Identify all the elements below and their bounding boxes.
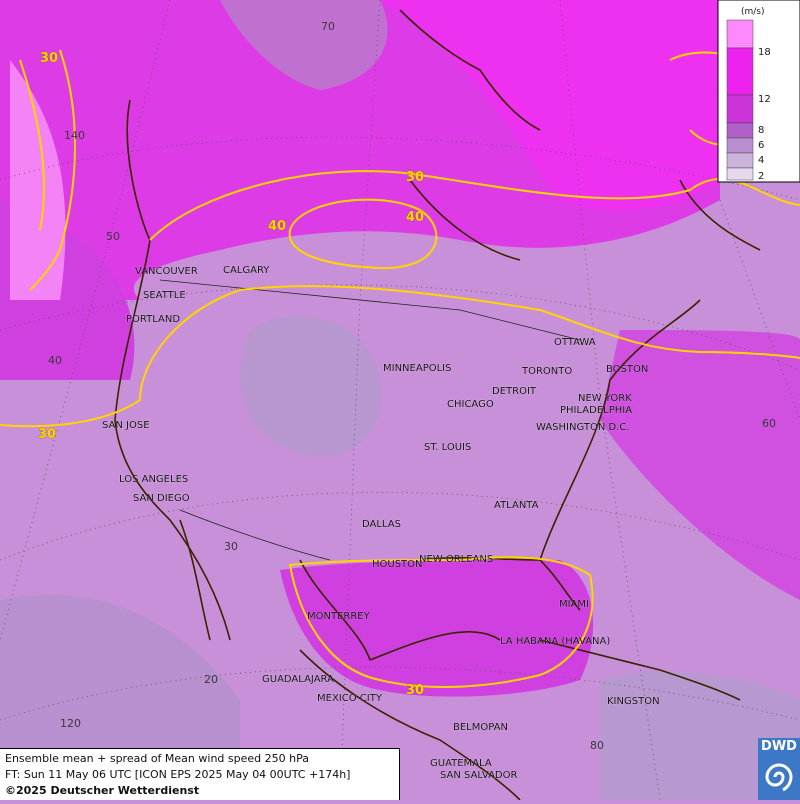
contour-label: 40 [268,219,286,234]
contour-label: 30 [40,51,58,66]
latitude-label: 30 [224,540,238,553]
city-label: LOS ANGELES [119,474,188,485]
city-label: CHICAGO [447,399,494,410]
copyright: ©2025 Deutscher Wetterdienst [5,784,200,797]
spread-area-pacific-high [10,60,66,300]
city-label: MIAMI [559,599,589,610]
city-labels: VANCOUVER CALGARY SEATTLE PORTLAND MINNE… [102,265,660,782]
city-label: GUADALAJARA [262,674,334,685]
legend-swatch [726,47,754,96]
legend-swatches [726,19,754,181]
city-label: BELMOPAN [453,722,508,733]
coastlines [114,9,761,801]
city-label: WASHINGTON D.C. [536,422,630,433]
spread-area-arctic [220,0,388,90]
product-title: Ensemble mean + spread of Mean wind spee… [5,752,309,765]
spread-area-atlantic [600,330,800,600]
borders [159,279,581,561]
contour-label: 30 [406,170,424,185]
latitude-label: 40 [48,354,62,367]
city-label: DETROIT [492,386,537,397]
city-label: ST. LOUIS [424,442,471,453]
contour-label: 30 [406,683,424,698]
legend-swatch [726,94,754,124]
city-label: OTTAWA [554,337,596,348]
city-label: GUATEMALA [430,758,492,769]
dwd-logo: DWD [758,738,800,800]
legend-swatch [726,19,754,49]
contour-label: 30 [38,427,56,442]
legend-swatch [726,122,754,139]
city-label: VANCOUVER [135,266,198,277]
legend-tick: 2 [758,171,764,182]
longitude-label: 80 [590,739,604,752]
city-label: MONTERREY [307,611,371,622]
city-label: TORONTO [521,366,572,377]
city-label: SAN DIEGO [133,493,190,504]
city-label: SAN SALVADOR [440,770,517,781]
city-label: NEW YORK [578,393,632,404]
spread-area-caribbean [600,671,800,800]
legend-units: (m/s) [741,7,765,17]
city-label: BOSTON [606,364,648,375]
latitude-label: 70 [321,20,335,33]
legend-swatch [726,167,754,181]
city-label: CALGARY [223,265,270,276]
forecast-time: FT: Sun 11 May 06 UTC [ICON EPS 2025 May… [5,768,351,781]
city-label: SEATTLE [143,290,186,301]
city-label: LA HABANA (HAVANA) [500,636,610,647]
city-label: DALLAS [362,519,401,530]
city-label: MINNEAPOLIS [383,363,451,374]
spread-area-canada [380,0,720,211]
legend-swatch [726,152,754,169]
latitude-label: 20 [204,673,218,686]
grid-labels: 70 50 40 30 20 140 60 120 80 [48,20,776,752]
spread-area-gulf [280,560,594,697]
contour-label: 40 [406,210,424,225]
legend-swatch [726,137,754,154]
city-label: HOUSTON [372,559,423,570]
latitude-label: 50 [106,230,120,243]
city-label: PHILADELPHIA [560,405,632,416]
swirl-icon [765,763,793,792]
legend-tick: 18 [758,47,771,58]
dwd-logo-text: DWD [761,739,797,754]
city-label: SAN JOSE [102,420,150,431]
spread-area-rockies [240,316,382,457]
city-label: PORTLAND [126,314,180,325]
city-label: KINGSTON [607,696,660,707]
legend: (m/s) 18 12 8 6 4 2 [717,0,800,183]
contour-labels: 30 30 40 40 30 30 [38,51,425,699]
longitude-label: 120 [60,717,81,730]
city-label: ATLANTA [494,500,539,511]
city-label: NEW ORLEANS [419,554,493,565]
info-box: Ensemble mean + spread of Mean wind spee… [0,748,400,800]
longitude-label: 60 [762,417,776,430]
legend-tick: 6 [758,140,764,151]
longitude-label: 140 [64,129,85,142]
legend-tick: 8 [758,125,764,136]
legend-tick: 12 [758,94,771,105]
city-label: MEXICO CITY [317,693,383,704]
legend-tick: 4 [758,155,764,166]
